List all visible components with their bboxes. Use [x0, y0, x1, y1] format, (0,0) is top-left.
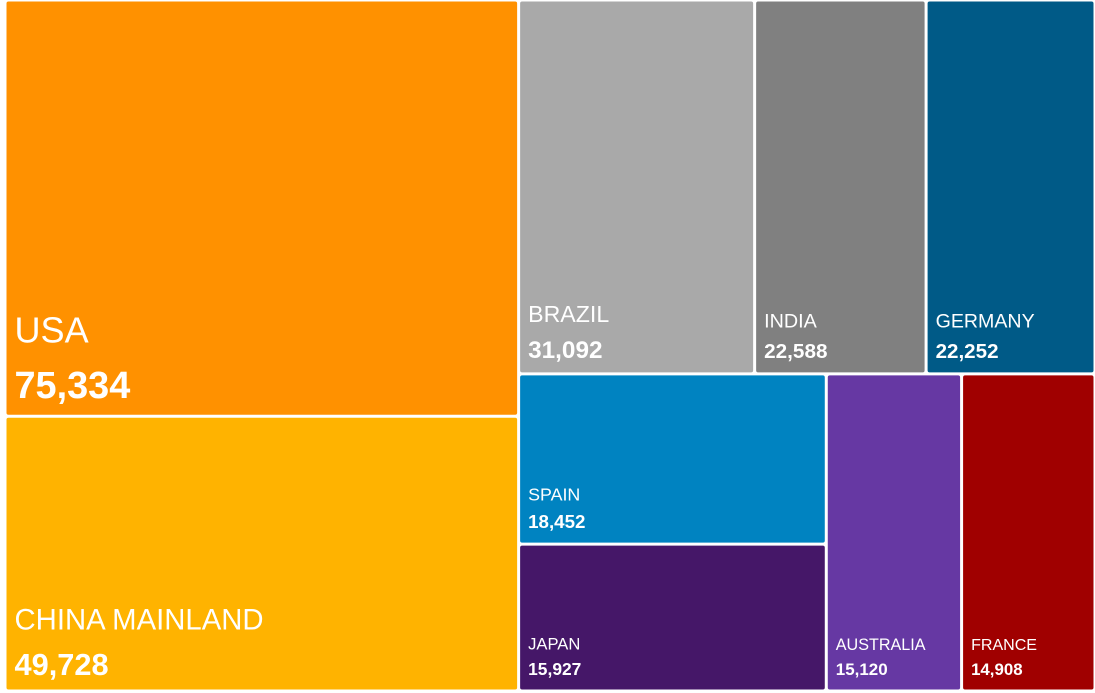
tile — [827, 375, 961, 690]
tile-label: SPAIN — [528, 484, 580, 504]
tile-label: AUSTRALIA — [836, 636, 926, 654]
tile-value: 31,092 — [528, 337, 602, 364]
tile — [520, 545, 825, 690]
tile-label: FRANCE — [971, 636, 1037, 654]
tile — [756, 1, 925, 373]
tile-value: 22,252 — [936, 340, 999, 363]
tile-value: 75,334 — [15, 365, 131, 407]
tile — [6, 417, 518, 690]
tile-value: 15,120 — [836, 660, 888, 679]
tile-label: CHINA MAINLAND — [15, 604, 264, 637]
tile — [520, 1, 754, 373]
tile — [927, 1, 1094, 373]
tile-label: USA — [15, 309, 89, 350]
tile-value: 22,588 — [764, 340, 827, 363]
tile-value: 49,728 — [15, 647, 109, 682]
tile-label: JAPAN — [528, 634, 580, 653]
tile-value: 18,452 — [528, 511, 585, 532]
tile-value: 15,927 — [528, 659, 581, 679]
tile-label: BRAZIL — [528, 301, 609, 327]
tile-label: INDIA — [764, 310, 817, 332]
tile — [520, 375, 825, 543]
tile — [6, 1, 518, 415]
tile-value: 14,908 — [971, 660, 1022, 679]
tile — [963, 375, 1094, 690]
tile-label: GERMANY — [936, 310, 1035, 332]
